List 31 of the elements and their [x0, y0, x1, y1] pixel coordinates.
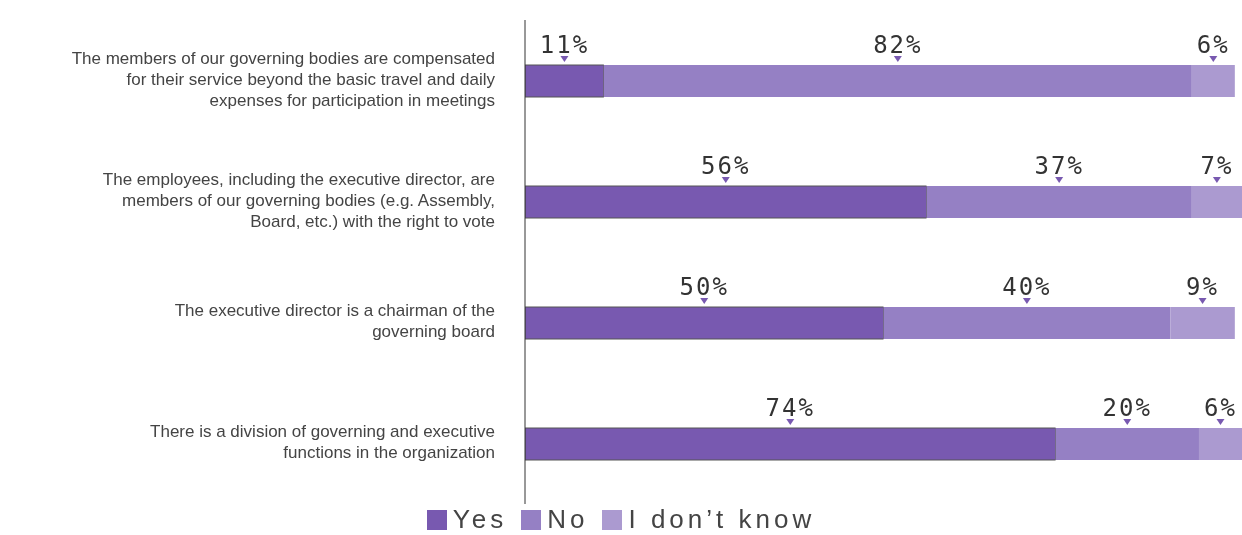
y-tick-label: There is a division of governing and executive functions in the organization: [150, 422, 495, 463]
legend-label: I don’t know: [627, 504, 816, 535]
y-tick-label: The employees, including the executive director, are members of our governing bodies (e.g. Assembly, Board, etc.) with the right to vote: [102, 169, 495, 231]
data-label: 37%: [1034, 152, 1084, 180]
bar: [525, 185, 928, 219]
bar: [1191, 186, 1242, 218]
data-label: 11%: [539, 31, 590, 59]
bar: [525, 306, 884, 340]
bar: [603, 65, 1192, 97]
y-tick-label: The members of our governing bodies are compensated for their service beyond the basic travel and daily expenses for participation in meetings: [71, 48, 496, 110]
y-tick-label: The executive director is a chairman of the governing board: [174, 301, 495, 342]
data-label: 7%: [1200, 152, 1234, 180]
legend-label: Yes: [451, 504, 508, 535]
bar: [1191, 65, 1235, 97]
data-label: 56%: [701, 152, 751, 180]
bar: [1055, 428, 1199, 460]
bar: [1198, 428, 1242, 460]
legend-label: No: [546, 504, 589, 535]
bar: [883, 307, 1171, 339]
data-label: 6%: [1196, 31, 1230, 59]
data-label: 20%: [1102, 394, 1152, 422]
data-label: 74%: [765, 394, 815, 422]
data-label: 82%: [873, 31, 923, 59]
data-label: 50%: [679, 273, 729, 301]
data-label: 6%: [1204, 394, 1237, 422]
bar: [525, 64, 605, 98]
data-label: 40%: [1002, 273, 1052, 301]
bar: [926, 186, 1192, 218]
bar: [525, 427, 1057, 461]
bar: [1170, 307, 1235, 339]
data-label: 9%: [1186, 273, 1220, 301]
